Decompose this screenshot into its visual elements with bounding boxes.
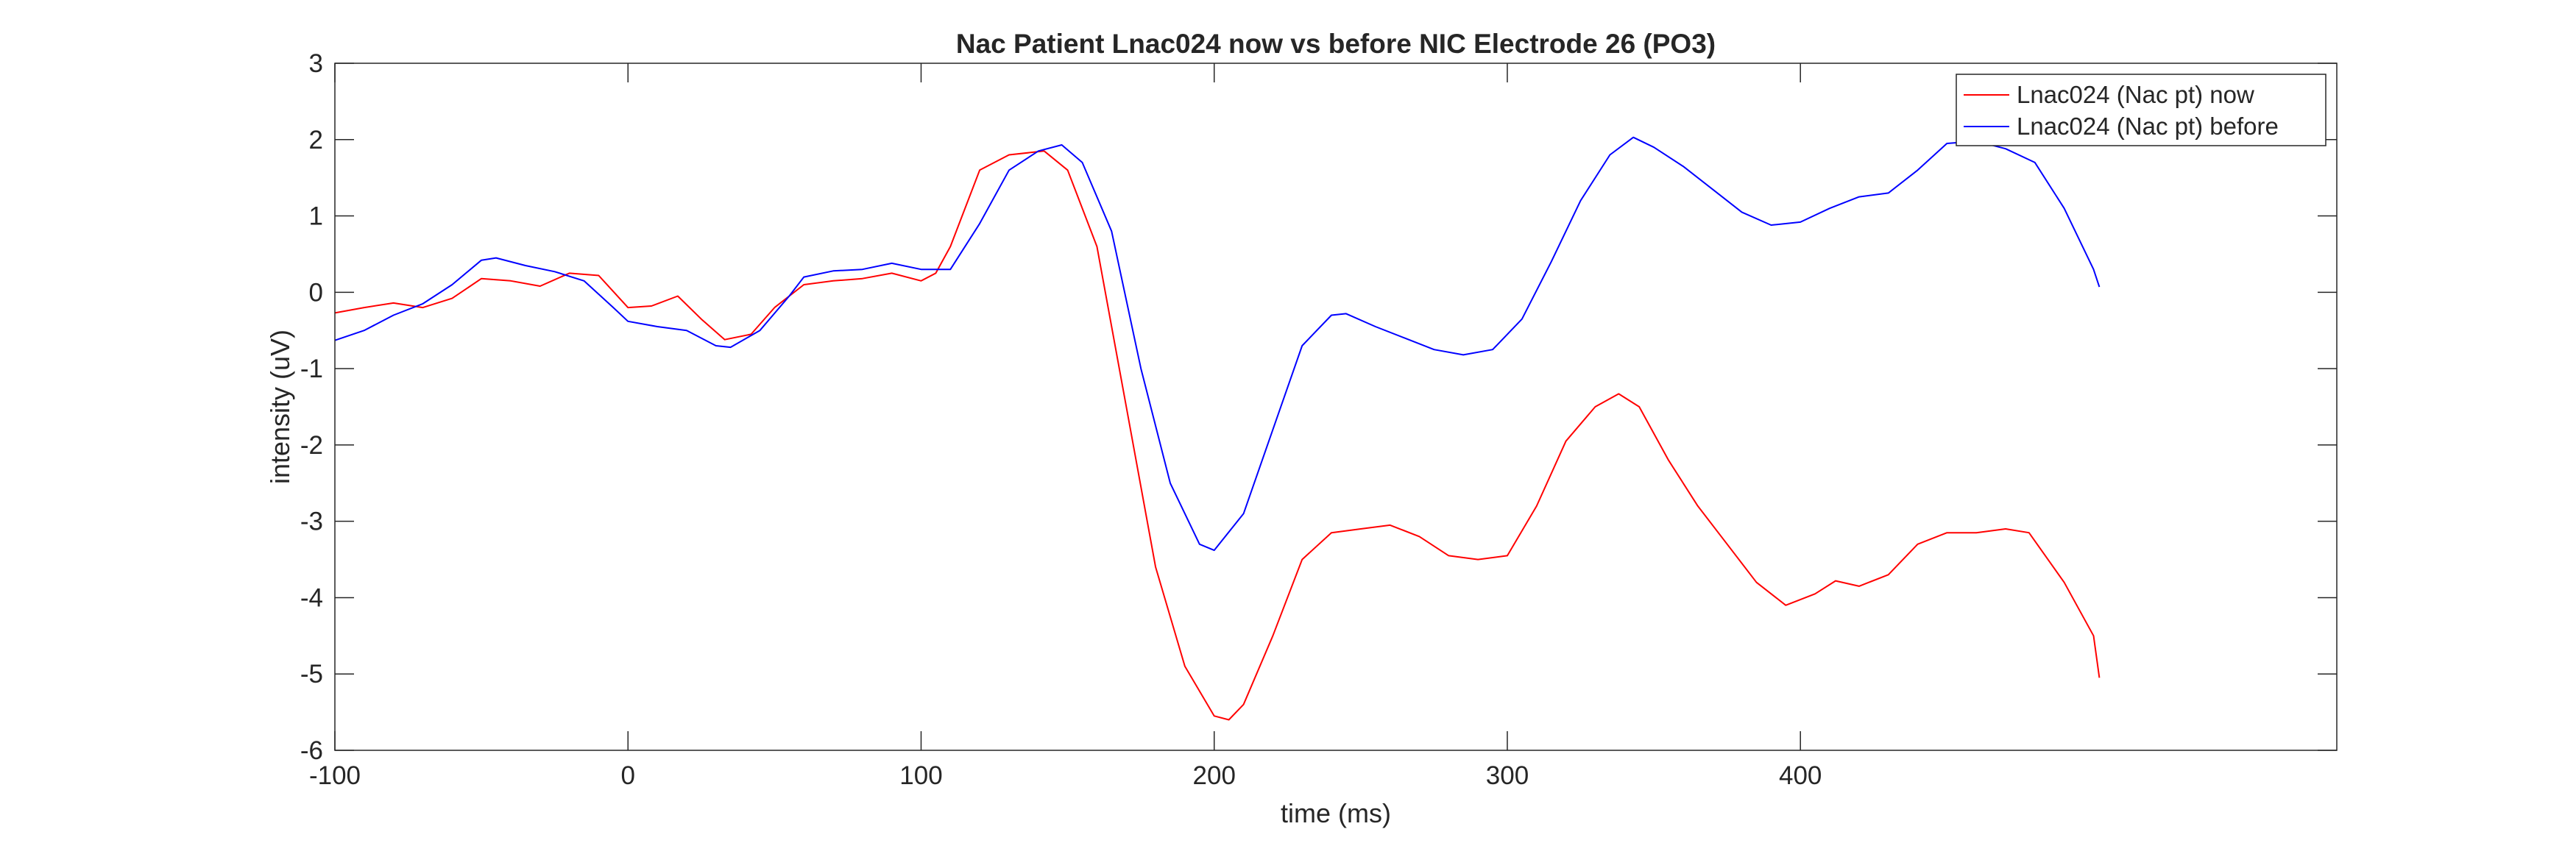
y-tick-label: 1 — [309, 202, 323, 231]
y-tick-label: 0 — [309, 278, 323, 307]
chart-title: Nac Patient Lnac024 now vs before NIC El… — [956, 29, 1716, 59]
legend-box — [1956, 74, 2326, 146]
plot-area — [335, 63, 2337, 750]
x-tick-label: 300 — [1486, 761, 1529, 790]
plot-frame — [334, 63, 2338, 751]
series-line-2 — [334, 136, 2101, 552]
x-tick-label: 400 — [1779, 761, 1822, 790]
y-tick-label: -5 — [300, 660, 323, 689]
tick-layer: -100 0 100 200 300 400 3 2 1 0 -1 -2 -3 -4 -5 -6 — [300, 49, 2337, 790]
y-tick-label: 2 — [309, 126, 323, 154]
legend-label-2: Lnac024 (Nac pt) before — [2017, 113, 2279, 140]
x-tick-label: 100 — [899, 761, 942, 790]
x-tick-label: 200 — [1193, 761, 1236, 790]
y-tick-label: -1 — [300, 355, 323, 383]
y-tick-label: -2 — [300, 431, 323, 460]
series-layer — [334, 136, 2101, 721]
y-tick-label: -6 — [300, 736, 323, 765]
series-line-1 — [334, 150, 2101, 721]
y-tick-label: 3 — [309, 49, 323, 78]
legend: Lnac024 (Nac pt) now Lnac024 (Nac pt) bef… — [1956, 74, 2326, 146]
y-tick-label: -4 — [300, 583, 323, 612]
x-tick-label: 0 — [621, 761, 635, 790]
y-tick-label: -3 — [300, 508, 323, 536]
legend-label-1: Lnac024 (Nac pt) now — [2017, 81, 2254, 108]
x-tick-label: -100 — [309, 761, 361, 790]
x-axis-label: time (ms) — [1281, 798, 1391, 828]
y-axis-label: intensity (uV) — [265, 330, 295, 484]
